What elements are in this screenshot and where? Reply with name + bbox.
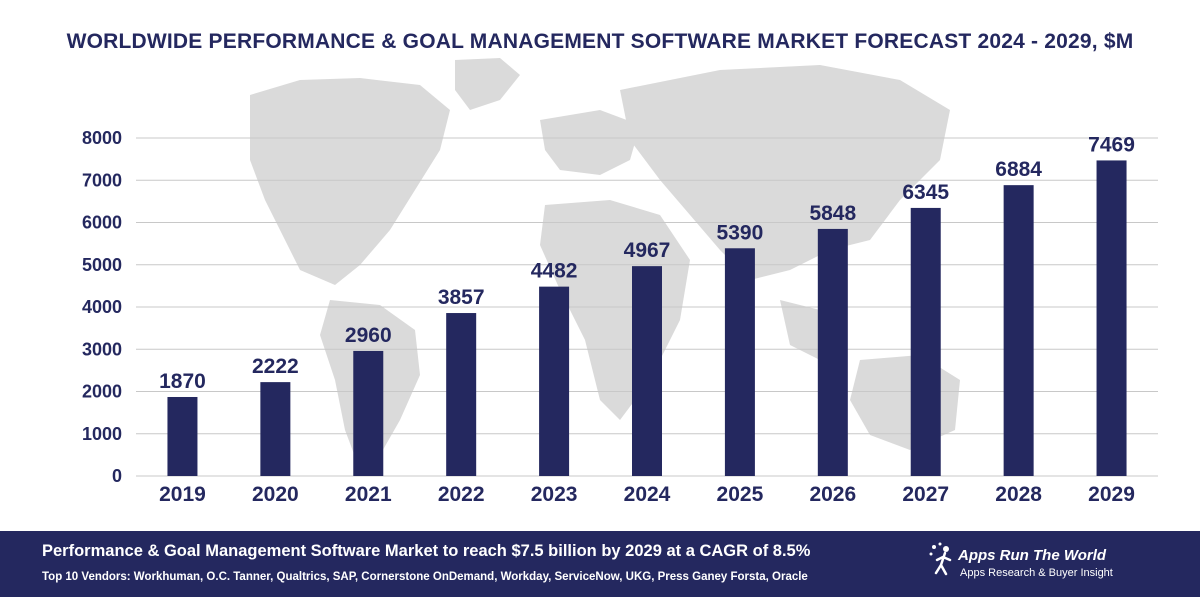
bar-chart: 0 1000 2000 3000 4000 5000 6000 7000 8000 1870 22… bbox=[82, 58, 1158, 506]
x-tick-label: 2019 bbox=[159, 483, 206, 506]
data-label: 6345 bbox=[902, 181, 949, 204]
y-tick-label: 2000 bbox=[82, 382, 122, 402]
footer-vendors: Top 10 Vendors: Workhuman, O.C. Tanner, … bbox=[42, 571, 808, 583]
bar-2027 bbox=[910, 207, 941, 476]
y-tick-label: 0 bbox=[112, 466, 122, 486]
y-axis: 0 1000 2000 3000 4000 5000 6000 7000 8000 bbox=[82, 128, 122, 486]
logo-name: Apps Run The World bbox=[958, 547, 1107, 564]
data-label: 2222 bbox=[252, 355, 299, 378]
x-tick-label: 2024 bbox=[624, 483, 671, 506]
x-axis: 2019 2020 2021 2022 2023 2024 2025 2026 2027 2028… bbox=[159, 483, 1135, 506]
bar-2026 bbox=[817, 228, 848, 476]
bar-2020 bbox=[260, 382, 291, 476]
y-tick-label: 3000 bbox=[82, 339, 122, 359]
x-tick-label: 2028 bbox=[995, 483, 1042, 506]
bar-2019 bbox=[167, 396, 198, 476]
data-label: 5390 bbox=[717, 221, 764, 244]
x-tick-label: 2022 bbox=[438, 483, 485, 506]
logo: Apps Run The World Apps Research & Buyer… bbox=[928, 541, 1168, 589]
x-tick-label: 2029 bbox=[1088, 483, 1135, 506]
data-label: 5848 bbox=[809, 202, 856, 225]
data-label: 4482 bbox=[531, 260, 578, 283]
bar-2024 bbox=[632, 266, 662, 476]
footer-headline: Performance & Goal Management Software M… bbox=[42, 542, 811, 560]
y-tick-label: 7000 bbox=[82, 170, 122, 190]
chart-title: WORLDWIDE PERFORMANCE & GOAL MANAGEMENT … bbox=[66, 30, 1134, 53]
y-tick-label: 6000 bbox=[82, 213, 122, 233]
bar-2025 bbox=[724, 248, 755, 476]
x-tick-label: 2021 bbox=[345, 483, 392, 506]
x-tick-label: 2027 bbox=[902, 483, 949, 506]
bar-2029 bbox=[1096, 160, 1127, 476]
x-tick-label: 2026 bbox=[809, 483, 856, 506]
bars: 1870 2222 2960 3857 4482 4967 5390 5848 6345 6884… bbox=[159, 133, 1135, 476]
bar-2028 bbox=[1003, 185, 1034, 476]
x-tick-label: 2020 bbox=[252, 483, 299, 506]
data-label: 2960 bbox=[345, 324, 392, 347]
data-label: 1870 bbox=[159, 370, 206, 393]
bar-2023 bbox=[539, 286, 570, 476]
data-label: 7469 bbox=[1088, 133, 1135, 156]
x-tick-label: 2023 bbox=[531, 483, 578, 506]
y-tick-label: 5000 bbox=[82, 255, 122, 275]
logo-tagline: Apps Research & Buyer Insight bbox=[960, 567, 1113, 579]
x-tick-label: 2025 bbox=[717, 483, 764, 506]
bar-2021 bbox=[353, 350, 384, 476]
data-label: 6884 bbox=[995, 158, 1042, 181]
footer-banner: Performance & Goal Management Software M… bbox=[0, 531, 1200, 597]
y-tick-label: 8000 bbox=[82, 128, 122, 148]
bar-2022 bbox=[446, 313, 477, 476]
runner-icon bbox=[929, 542, 952, 576]
data-label: 3857 bbox=[438, 286, 485, 309]
data-label: 4967 bbox=[624, 239, 671, 262]
y-tick-label: 1000 bbox=[82, 424, 122, 444]
y-tick-label: 4000 bbox=[82, 297, 122, 317]
